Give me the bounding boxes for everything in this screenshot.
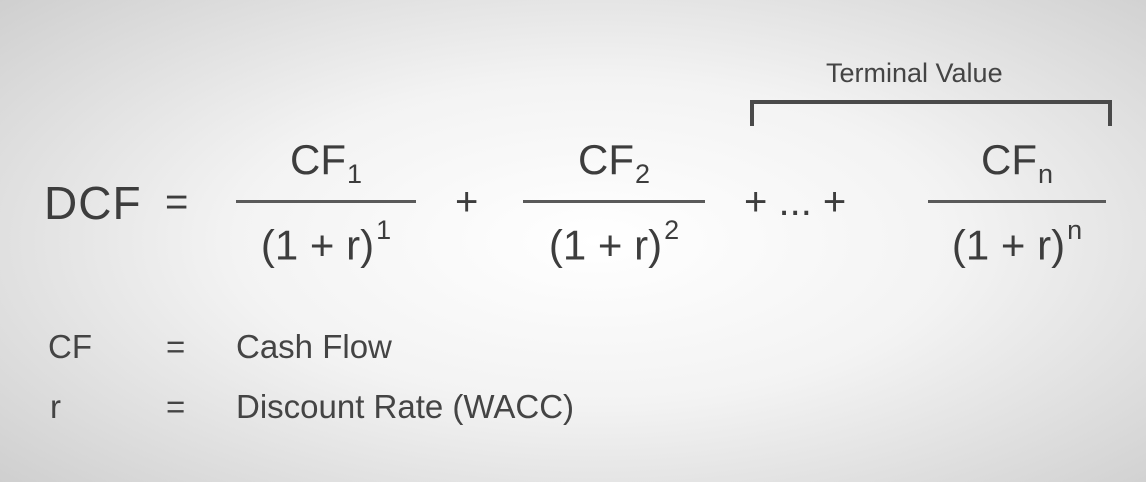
legend-symbol-cf: CF bbox=[48, 328, 92, 365]
fraction-bar-2 bbox=[523, 200, 705, 204]
formula-lhs: DCF bbox=[44, 177, 142, 229]
denominator-1: (1 + r)1 bbox=[260, 215, 392, 269]
fraction-term-2: CF2 (1 + r)2 bbox=[523, 136, 705, 270]
terminal-value-bracket bbox=[750, 100, 1112, 126]
legend-equals-cf: = bbox=[166, 328, 186, 365]
legend-equals-r: = bbox=[166, 388, 186, 425]
ellipsis-connector: + ... + bbox=[744, 180, 847, 224]
formula-equals: = bbox=[165, 180, 189, 224]
legend-definition-cf: Cash Flow bbox=[236, 328, 392, 365]
legend-symbol-r: r bbox=[50, 388, 61, 425]
fraction-term-n: CFn (1 + r)n bbox=[928, 136, 1106, 270]
numerator-n: CFn bbox=[980, 136, 1054, 190]
fraction-bar-1 bbox=[236, 200, 416, 204]
fraction-term-1: CF1 (1 + r)1 bbox=[236, 136, 416, 270]
legend-definition-r: Discount Rate (WACC) bbox=[236, 388, 575, 425]
fraction-bar-n bbox=[928, 200, 1106, 204]
denominator-n: (1 + r)n bbox=[951, 215, 1083, 269]
denominator-2: (1 + r)2 bbox=[548, 215, 680, 269]
numerator-1: CF1 bbox=[289, 136, 363, 190]
numerator-2: CF2 bbox=[577, 136, 651, 190]
plus-sign-1: + bbox=[455, 180, 479, 224]
terminal-value-label: Terminal Value bbox=[826, 58, 1003, 88]
